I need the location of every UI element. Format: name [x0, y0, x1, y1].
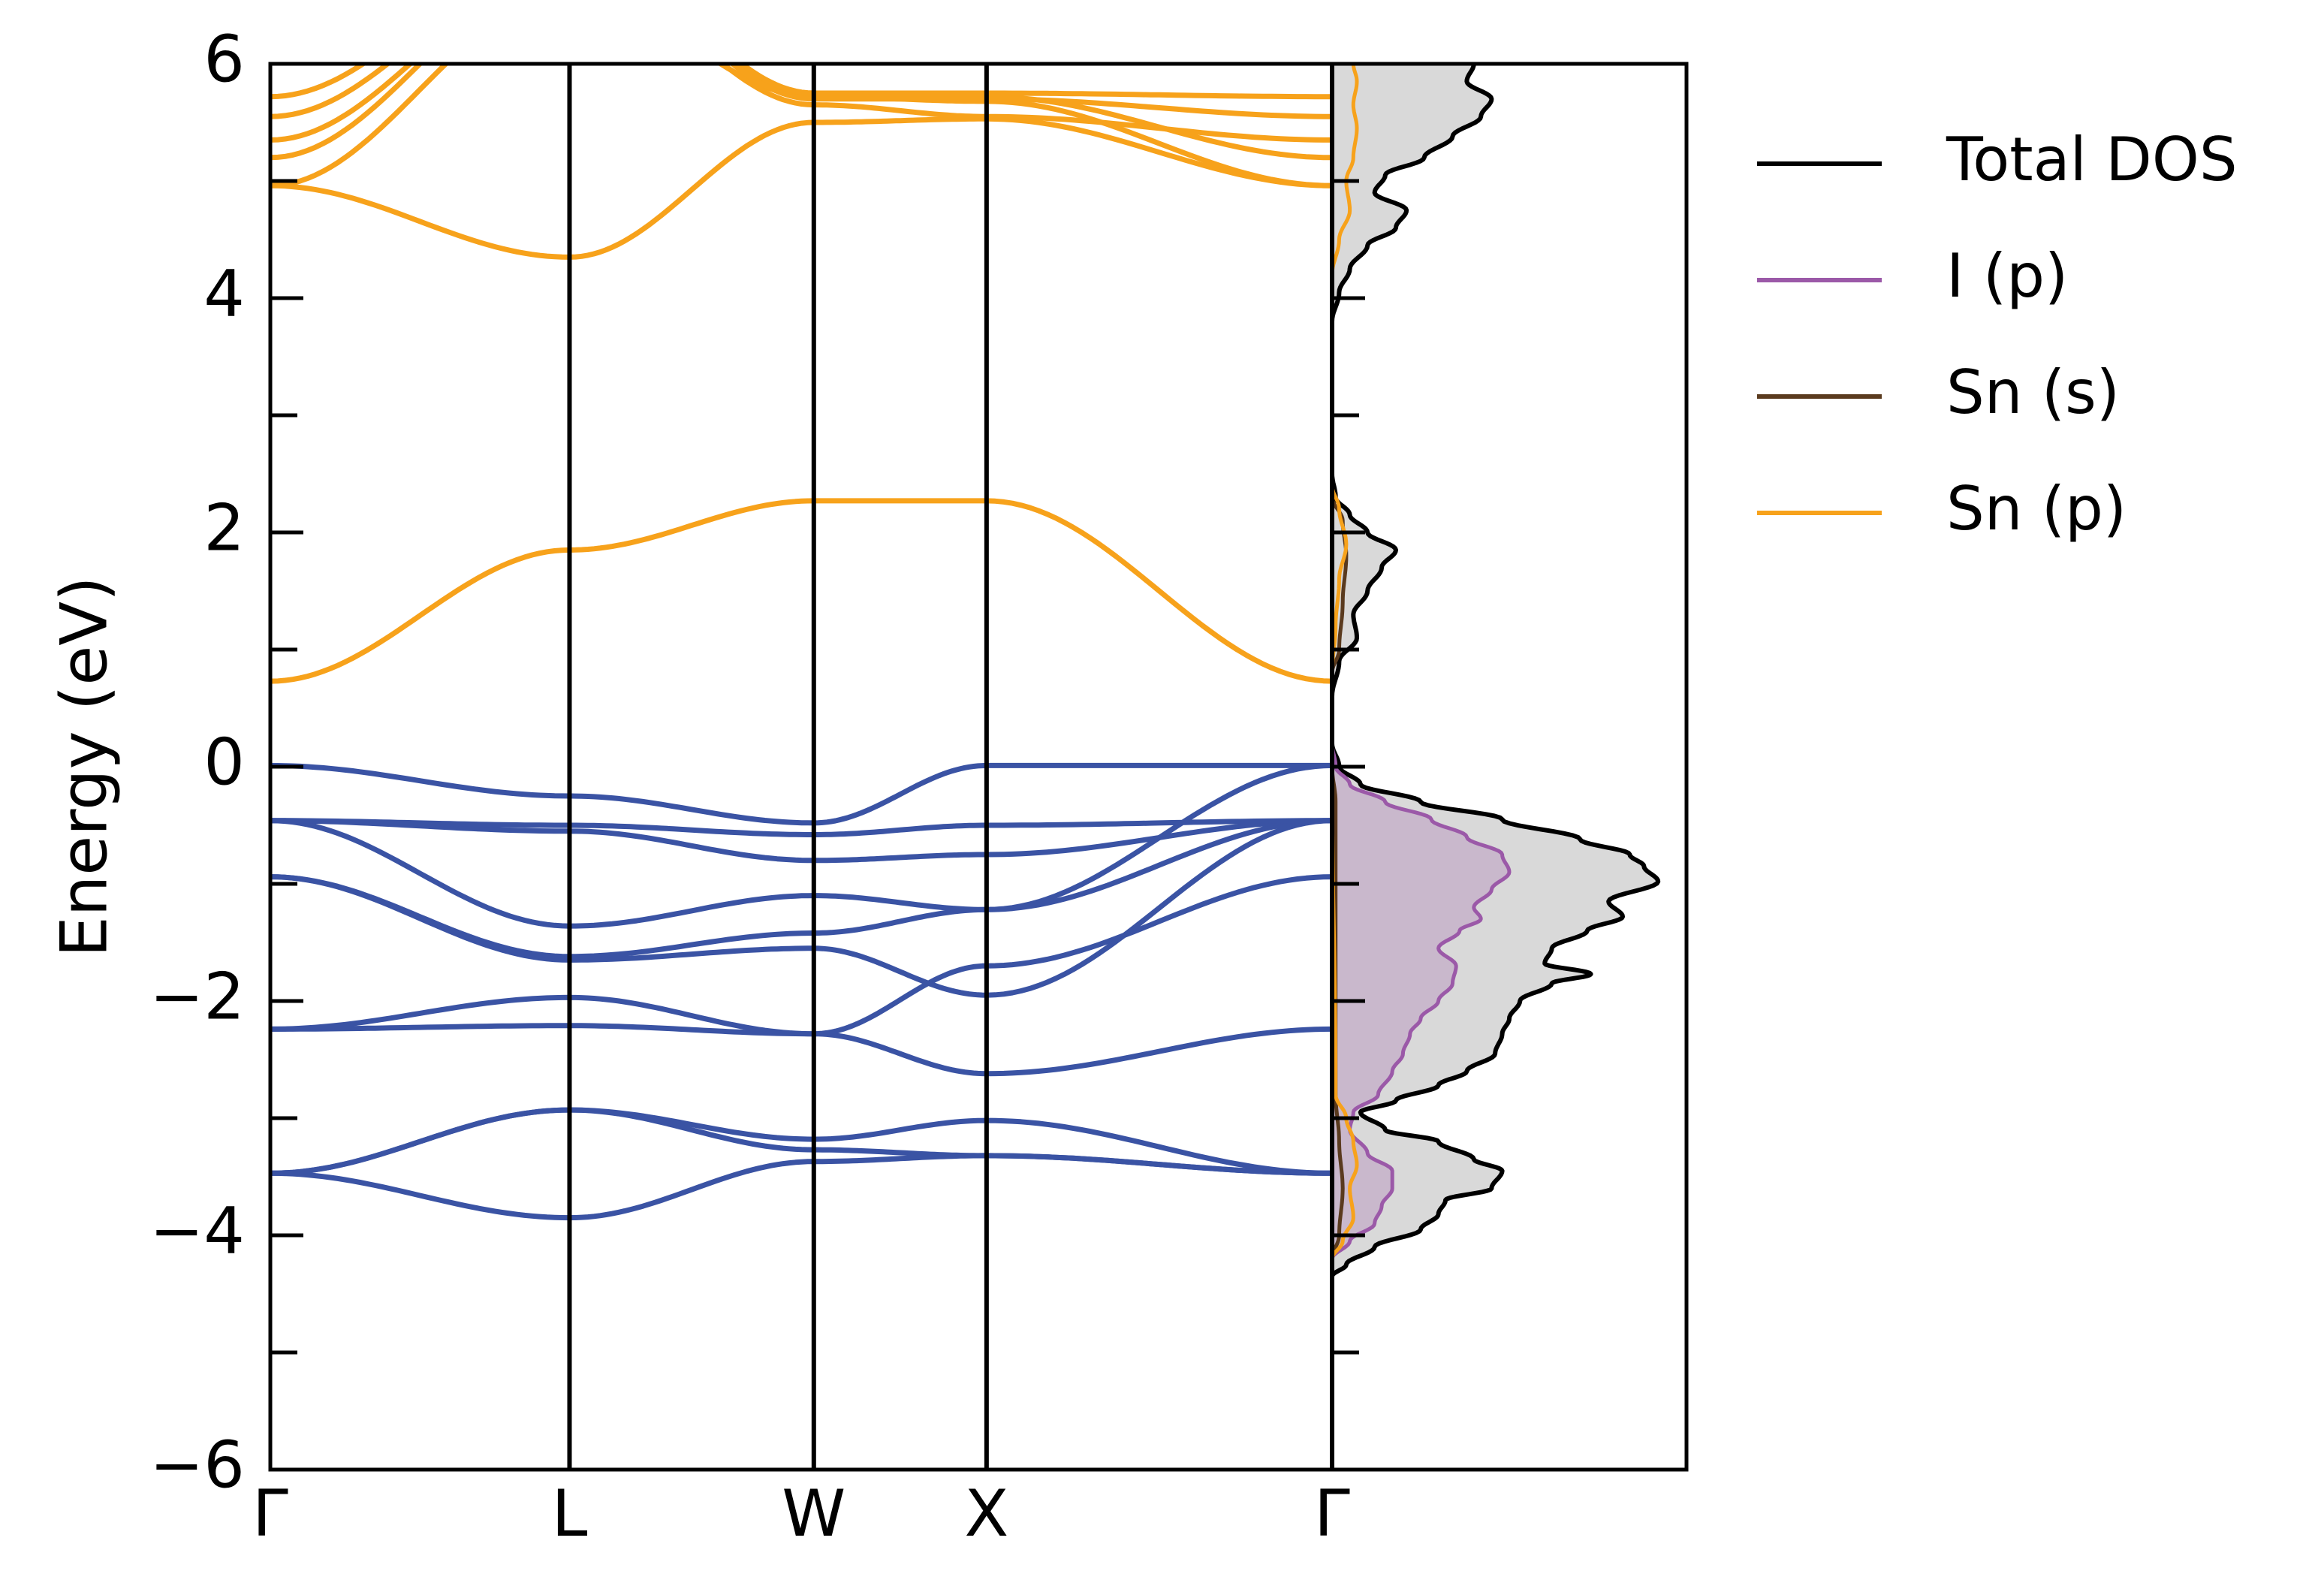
x-tick-label: X: [964, 1476, 1008, 1551]
legend-label: Sn (s): [1946, 357, 2120, 427]
high-symmetry-lines: [567, 64, 989, 1470]
legend-label: I (p): [1946, 241, 2068, 311]
valence-band-10: [270, 762, 1332, 826]
legend: Total DOS I (p) Sn (s) Sn (p): [1757, 125, 2238, 544]
dos-line-i-p: [1332, 64, 1512, 1470]
dos-curves: [1332, 64, 1661, 1470]
x-tick-label: W: [782, 1476, 846, 1551]
conduction-band-0: [270, 498, 1332, 684]
dos-line-sn-p: [1332, 64, 1359, 1470]
y-tick-label: 2: [203, 490, 245, 565]
y-ticks: −6 −4 −2 0 2 4 6: [149, 22, 1365, 1503]
conduction-band-1: [270, 116, 1332, 260]
y-tick-label: −2: [149, 959, 245, 1034]
legend-label: Sn (p): [1946, 474, 2127, 544]
legend-label: Total DOS: [1946, 125, 2238, 194]
x-tick-label: L: [552, 1476, 588, 1551]
y-tick-label: −6: [149, 1428, 245, 1503]
y-tick-label: 6: [203, 22, 245, 97]
y-axis-label: Energy (eV): [47, 576, 122, 957]
conduction-band-4: [270, 64, 1332, 143]
valence-band-7: [270, 762, 1332, 929]
valence-band-6: [270, 818, 1332, 960]
y-tick-label: 4: [203, 256, 245, 331]
dos-fill-total-dos: [1332, 64, 1659, 1470]
y-tick-label: 0: [203, 725, 245, 800]
x-tick-label: Γ: [252, 1476, 288, 1551]
valence-band-5: [270, 818, 1332, 998]
dos-line-total-dos: [1332, 64, 1661, 1470]
conduction-band-5: [270, 64, 1332, 119]
y-tick-label: −4: [149, 1193, 245, 1268]
band-lines: [270, 64, 1332, 1221]
x-tick-label: Γ: [1314, 1476, 1350, 1551]
